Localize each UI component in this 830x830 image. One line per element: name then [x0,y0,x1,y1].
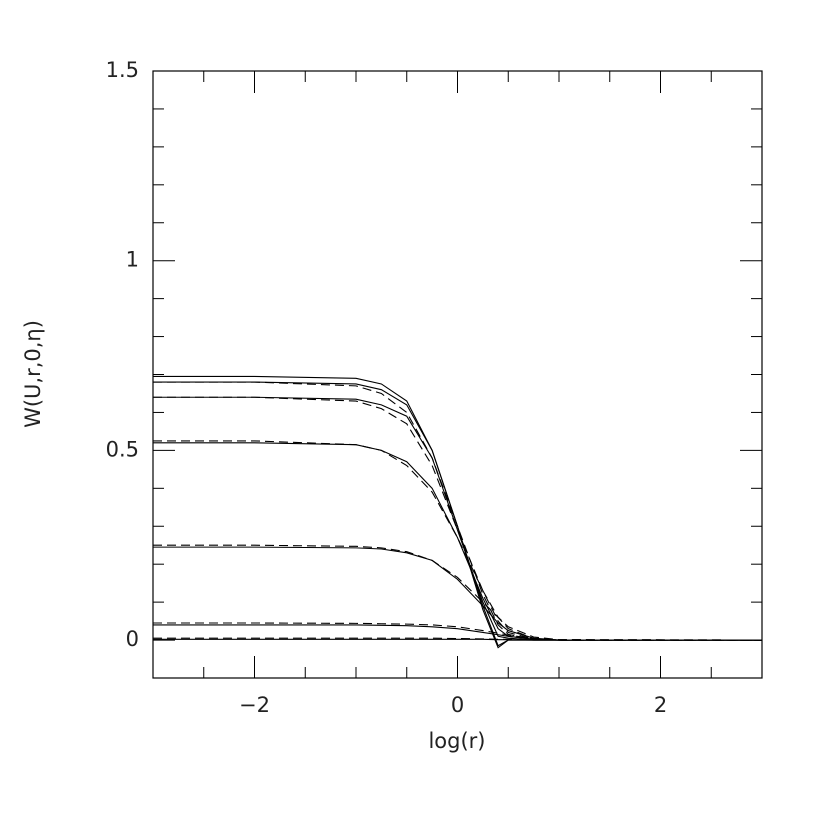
solid-line [153,442,762,641]
y-axis-title: W(U,r,0,η) [21,320,45,428]
dashed-line [153,544,763,641]
x-tick-label: 2 [654,693,667,717]
plot-frame [152,70,763,679]
x-tick-label: 0 [451,693,464,717]
y-tick-label: 1.5 [106,58,139,82]
y-tick-label: 0.5 [106,437,139,461]
solid-line [153,546,762,641]
dashed-line [153,440,762,641]
solid-line [153,375,762,649]
y-tick-label: 1 [126,248,139,272]
x-axis-title: log(r) [428,729,485,753]
dashed-line [153,396,762,641]
x-tick-label: −2 [239,693,270,717]
dashed-line [153,381,762,641]
y-tick-label: 0 [126,627,139,651]
solid-line [153,396,762,641]
solid-line [153,381,762,647]
dashed-line [153,637,762,641]
dashed-line [153,622,763,641]
